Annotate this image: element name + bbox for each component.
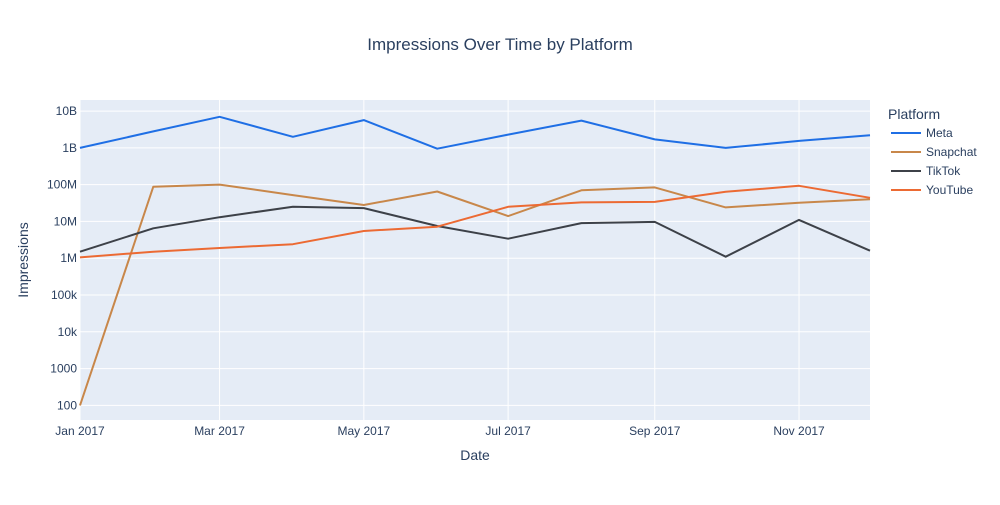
legend-label: Meta — [926, 126, 953, 140]
y-axis-ticks: 100 1000 10k 100k 1M 10M 100M 1B 10B — [47, 104, 78, 412]
series-line-tiktok[interactable] — [79, 205, 871, 258]
legend-item-tiktok[interactable]: TikTok — [891, 164, 961, 178]
y-tick-label: 10M — [54, 214, 77, 228]
x-tick-label: Nov 2017 — [773, 424, 825, 438]
y-tick-label: 1B — [62, 141, 77, 155]
series-line-youtube[interactable] — [79, 184, 871, 259]
legend-label: TikTok — [926, 164, 961, 178]
plot-background — [80, 100, 870, 420]
legend-label: Snapchat — [926, 145, 977, 159]
x-tick-label: Jul 2017 — [485, 424, 531, 438]
y-tick-label: 100 — [57, 398, 77, 412]
chart-title: Impressions Over Time by Platform — [367, 35, 632, 54]
grid-lines — [79, 100, 870, 420]
y-tick-label: 10B — [56, 104, 77, 118]
legend-item-snapchat[interactable]: Snapchat — [891, 145, 977, 159]
legend-item-youtube[interactable]: YouTube — [891, 183, 973, 197]
legend-items: Meta Snapchat TikTok YouTube — [891, 126, 977, 197]
y-tick-label: 100M — [47, 178, 77, 192]
series-line-snapchat[interactable] — [79, 183, 871, 406]
y-tick-label: 10k — [58, 325, 78, 339]
y-tick-label: 1000 — [50, 362, 77, 376]
x-tick-label: Sep 2017 — [629, 424, 681, 438]
series-lines — [79, 115, 871, 406]
x-axis-label: Date — [460, 447, 490, 463]
x-axis-ticks: Jan 2017 Mar 2017 May 2017 Jul 2017 Sep 2017… — [55, 424, 825, 438]
y-axis-label: Impressions — [15, 222, 31, 297]
x-tick-label: Jan 2017 — [55, 424, 105, 438]
series-line-meta[interactable] — [79, 115, 871, 150]
y-tick-label: 1M — [60, 251, 77, 265]
x-tick-label: May 2017 — [337, 424, 390, 438]
legend: Platform Meta Snapchat TikTok YouTube — [888, 106, 977, 197]
y-tick-label: 100k — [51, 288, 78, 302]
legend-label: YouTube — [926, 183, 973, 197]
x-tick-label: Mar 2017 — [194, 424, 245, 438]
legend-item-meta[interactable]: Meta — [891, 126, 953, 140]
legend-title: Platform — [888, 106, 940, 122]
